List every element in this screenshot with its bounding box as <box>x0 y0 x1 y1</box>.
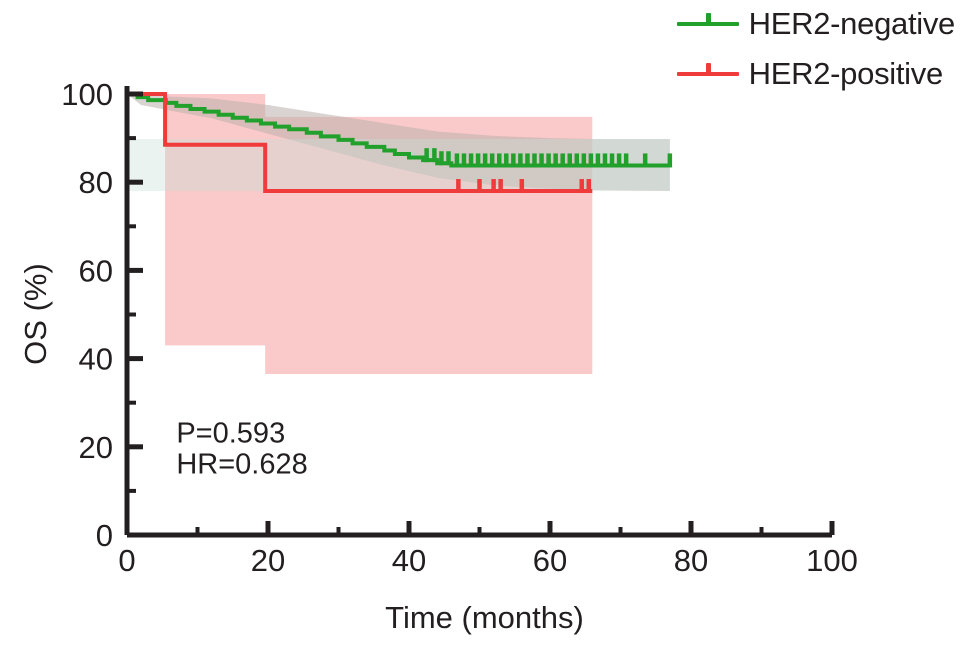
x-tick-label: 0 <box>118 543 135 578</box>
legend-item-her2-positive: HER2-positive <box>676 52 944 96</box>
x-tick-label: 100 <box>806 543 858 578</box>
y-tick-label: 0 <box>96 518 113 553</box>
x-axis-title: Time (months) <box>385 600 584 635</box>
legend-censor-tick-green <box>705 13 711 26</box>
legend-item-her2-negative: HER2-negative <box>676 2 956 46</box>
legend-label-her2-negative: HER2-negative <box>748 6 956 41</box>
y-axis-title: OS (%) <box>18 263 53 365</box>
annotation-p-value: P=0.593 <box>176 417 285 449</box>
y-tick-label: 60 <box>79 253 113 288</box>
legend-key-her2-positive <box>676 59 739 89</box>
y-tick-label: 100 <box>61 77 113 112</box>
survival-curve-her2-positive <box>127 92 593 194</box>
x-tick-label: 60 <box>533 543 567 578</box>
x-tick-label: 40 <box>392 543 426 578</box>
chart-legend: HER2-negative HER2-positive <box>676 2 956 96</box>
legend-key-her2-negative <box>676 9 739 39</box>
y-tick-label: 40 <box>79 342 113 377</box>
x-tick-label: 20 <box>251 543 285 578</box>
y-tick-label: 20 <box>79 430 113 465</box>
annotation-hazard-ratio: HR=0.628 <box>176 448 307 480</box>
x-tick-label: 80 <box>674 543 708 578</box>
legend-label-her2-positive: HER2-positive <box>748 56 944 91</box>
y-tick-label: 80 <box>79 165 113 200</box>
legend-censor-tick-red <box>705 63 711 76</box>
survival-curve-her2-negative <box>127 92 670 168</box>
